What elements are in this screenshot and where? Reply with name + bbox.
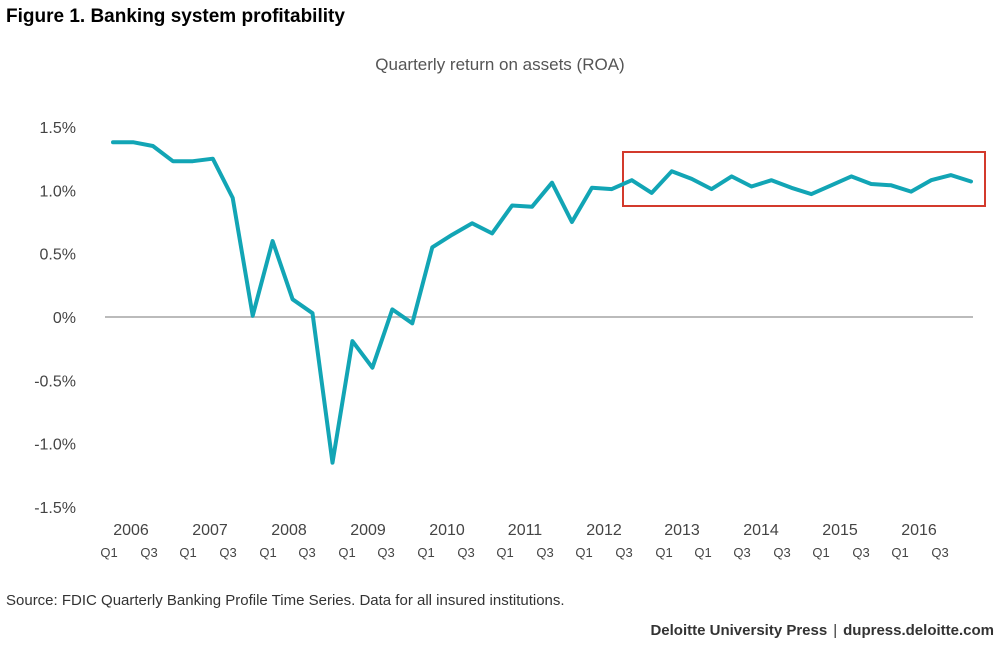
x-year-label: 2015	[822, 522, 858, 539]
x-quarter-label: Q1	[575, 545, 592, 560]
x-quarter-label: Q3	[219, 545, 236, 560]
x-year-label: 2006	[113, 522, 149, 539]
y-tick-label: 0%	[53, 310, 76, 327]
x-quarter-label: Q3	[298, 545, 315, 560]
x-year-label: 2016	[901, 522, 937, 539]
x-year-label: 2007	[192, 522, 228, 539]
source-note: Source: FDIC Quarterly Banking Profile T…	[6, 592, 565, 609]
x-quarter-label: Q3	[377, 545, 394, 560]
x-quarter-label: Q3	[733, 545, 750, 560]
y-tick-label: 1.0%	[40, 183, 76, 200]
x-quarter-label: Q1	[812, 545, 829, 560]
x-quarter-label: Q3	[536, 545, 553, 560]
x-year-label: 2010	[429, 522, 465, 539]
roa-line-chart: 1.5% 1.0% 0.5% 0% -0.5% -1.0% -1.5% 2006 2007 200…	[34, 120, 986, 560]
x-quarter-label: Q3	[457, 545, 474, 560]
x-quarter-label: Q3	[931, 545, 948, 560]
x-quarter-label: Q1	[338, 545, 355, 560]
chart-title: Quarterly return on assets (ROA)	[375, 55, 625, 74]
figure-title: Figure 1. Banking system profitability	[6, 6, 345, 27]
x-quarter-label: Q1	[100, 545, 117, 560]
x-quarter-label: Q1	[417, 545, 434, 560]
credit-separator: |	[833, 622, 838, 639]
x-quarter-label: Q1	[179, 545, 196, 560]
roa-series-line	[111, 140, 973, 465]
y-tick-label: 0.5%	[40, 247, 76, 264]
x-year-label: 2008	[271, 522, 307, 539]
x-quarter-label: Q3	[140, 545, 157, 560]
y-tick-label: 1.5%	[40, 120, 76, 137]
x-quarter-label: Q1	[655, 545, 672, 560]
x-year-label: 2009	[350, 522, 386, 539]
x-quarter-label: Q1	[694, 545, 711, 560]
x-year-label: 2014	[743, 522, 779, 539]
site-link[interactable]: dupress.deloitte.com	[843, 622, 994, 639]
x-quarter-label: Q1	[496, 545, 513, 560]
y-tick-label: -0.5%	[34, 373, 76, 390]
x-year-label: 2011	[508, 522, 543, 539]
x-quarter-label: Q3	[615, 545, 632, 560]
x-quarter-label: Q3	[773, 545, 790, 560]
x-quarter-label: Q3	[852, 545, 869, 560]
y-tick-label: -1.0%	[34, 437, 76, 454]
x-quarter-label: Q1	[891, 545, 908, 560]
y-tick-label: -1.5%	[34, 500, 76, 517]
highlight-box	[622, 151, 986, 207]
x-year-label: 2012	[586, 522, 622, 539]
x-year-label: 2013	[664, 522, 700, 539]
x-quarter-label: Q1	[259, 545, 276, 560]
publisher-name: Deloitte University Press	[650, 622, 828, 639]
credit-line: Deloitte University Press | dupress.deloit…	[650, 622, 994, 639]
